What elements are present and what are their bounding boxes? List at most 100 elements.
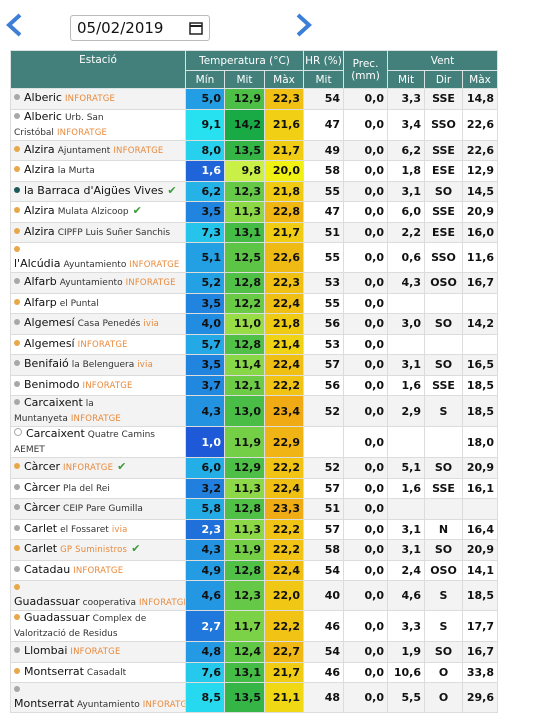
cell-value: 22,2 (272, 378, 301, 392)
value-cell: 12,3 (224, 180, 265, 202)
cell-value: 14,2 (233, 118, 261, 131)
station-name: Catadau (24, 562, 71, 576)
station-row: Alzira Mulata Alzicoop ✔ 3,5 11,3 22,8 47 0,0 6,… (10, 201, 499, 223)
station-name: la Barraca d'Aigües Vives (24, 184, 164, 198)
station-tag: INFORATGE (125, 278, 176, 289)
cell-value: OSO (430, 563, 457, 577)
station-tag: INFORATGE (64, 94, 116, 105)
cell-value: SSE (432, 143, 455, 157)
value-cell: 3,2 (185, 477, 225, 499)
value-cell: 46 (303, 610, 345, 642)
header-cell: Estació (10, 50, 186, 89)
station-detail: la Belenguera (71, 360, 135, 371)
value-cell (424, 292, 464, 314)
station-detail: Mulata Alzicoop (57, 207, 129, 218)
value-cell: 22,3 (263, 88, 305, 110)
status-dot (14, 227, 20, 234)
station-name: Benifaió (24, 357, 69, 371)
cell-value: SSE (432, 92, 455, 106)
value-cell (387, 426, 426, 458)
cell-value: 49 (324, 143, 341, 157)
cell-value: 0,0 (364, 645, 385, 659)
value-cell: S (424, 580, 464, 611)
cell-value: 11,6 (466, 251, 495, 264)
value-cell: SO (424, 180, 464, 202)
station-row: Càrcer Pla del Rei 3,2 11,3 22,4 57 0,0 1,6 SSE 1… (10, 477, 499, 499)
calendar-icon[interactable] (189, 21, 203, 35)
cell-value: 4,9 (201, 563, 222, 577)
status-dot (14, 524, 20, 531)
date-input[interactable]: 05/02/2019 (70, 15, 210, 41)
value-cell: SSE (424, 201, 464, 223)
station-tag: INFORATGE (82, 380, 133, 391)
value-cell: 7,6 (185, 661, 225, 683)
cell-value: 0,0 (364, 543, 385, 557)
value-cell: 3,5 (185, 292, 225, 314)
station-row: Carcaixent Quatre Camins AEMET 1,0 11,9 22,9… (10, 426, 499, 458)
prev-day-button[interactable] (4, 12, 26, 38)
value-cell: 3,1 (387, 518, 426, 540)
cell-value: SSE (432, 481, 455, 495)
cell-value: 18,0 (466, 435, 495, 449)
value-cell: 7,3 (185, 221, 225, 243)
value-cell: 0,0 (343, 333, 389, 355)
cell-value: 22,8 (272, 205, 301, 219)
cell-value: SO (434, 358, 453, 372)
station-name: l'Alcúdia (14, 257, 61, 270)
cell-value: O (438, 665, 449, 679)
station-row: Alfarb Ayuntamiento INFORATGE 5,2 12,8 22,3 53… (10, 272, 499, 294)
value-cell: 21,8 (263, 313, 305, 335)
date-text: 05/02/2019 (77, 19, 164, 37)
cell-value: 13,5 (233, 691, 261, 704)
cell-value: 22,2 (272, 522, 301, 536)
value-cell: 21,1 (263, 682, 305, 713)
cell-value: 12,8 (233, 337, 261, 351)
value-cell: O (424, 682, 464, 713)
next-day-button[interactable] (292, 12, 314, 38)
station-detail: cooperativa (82, 598, 136, 608)
value-cell (424, 426, 464, 458)
cell-value: 18,5 (466, 589, 495, 602)
cell-value: 0,0 (364, 481, 385, 495)
value-cell: 4,3 (185, 395, 225, 427)
value-cell: 52 (303, 457, 345, 479)
station-cell: Benimodo INFORATGE (10, 374, 186, 396)
value-cell: 22,6 (462, 108, 499, 141)
station-name: Guadassuar (24, 611, 90, 625)
cell-value: 21,7 (272, 225, 301, 239)
value-cell: 57 (303, 518, 345, 540)
cell-value: 46 (324, 665, 341, 679)
value-cell: 49 (303, 139, 345, 161)
value-cell: 0,0 (343, 139, 389, 161)
value-cell: 18,5 (462, 395, 499, 427)
status-dot (14, 399, 20, 405)
value-cell: 0,0 (343, 426, 389, 458)
cell-value: 23,3 (272, 502, 301, 516)
station-row: Carlet el Fossaret ivia 2,3 11,3 22,2 57 0,0 3,1… (10, 518, 499, 540)
value-cell: 18,5 (462, 580, 499, 611)
cell-value: 1,0 (201, 435, 222, 449)
station-cell: Alfarb Ayuntamiento INFORATGE (10, 272, 186, 294)
cell-value: 3,0 (401, 317, 422, 331)
station-detail: Ayuntamiento (63, 260, 127, 270)
station-cell: Carcaixent Quatre Camins AEMET (10, 426, 186, 458)
station-name: Llombai (24, 644, 68, 658)
cell-value: 56 (324, 378, 341, 392)
value-cell: ESE (424, 221, 464, 243)
station-detail: CIPFP Luis Suñer Sanchis (57, 227, 171, 238)
cell-value: 5,1 (201, 251, 222, 264)
cell-value: 14,1 (466, 563, 495, 577)
cell-value: 48 (324, 691, 341, 704)
value-cell: 6,2 (387, 139, 426, 161)
cell-value: 51 (324, 502, 341, 516)
station-cell: Alzira Ajuntament INFORATGE (10, 139, 186, 161)
value-cell: 14,1 (462, 559, 499, 581)
cell-value: N (438, 522, 449, 536)
value-cell: 11,4 (224, 354, 265, 376)
subheader-cell: Mit (224, 70, 265, 89)
value-cell: OSO (424, 272, 464, 294)
value-cell: S (424, 395, 464, 427)
value-cell: 4,3 (387, 272, 426, 294)
value-cell: 22,8 (263, 201, 305, 223)
cell-value: SO (434, 317, 453, 331)
